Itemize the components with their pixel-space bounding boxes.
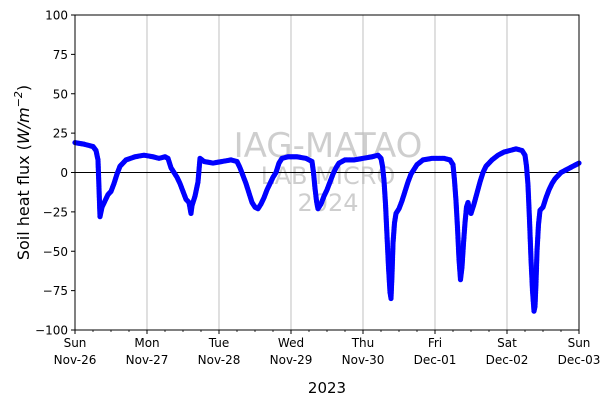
x-axis-ticks: Sun Nov-26 Mon Nov-27 Tue Nov-28 Wed Nov-29 Thu N… — [54, 330, 601, 367]
y-tick-label: 50 — [53, 87, 68, 101]
x-tick-day: Thu — [351, 336, 375, 350]
y-tick-label: −100 — [35, 324, 68, 338]
y-tick-label: 25 — [53, 127, 68, 141]
x-tick-label: Nov-30 — [342, 353, 385, 367]
y-tick-label: 75 — [53, 48, 68, 62]
x-tick-label: Nov-27 — [126, 353, 169, 367]
y-tick-label: 100 — [45, 9, 68, 23]
x-tick-label: Dec-01 — [414, 353, 457, 367]
x-tick-day: Wed — [278, 336, 304, 350]
y-axis-label-unit: W/m — [14, 107, 33, 144]
x-tick-label: Dec-02 — [486, 353, 529, 367]
x-tick-day: Tue — [208, 336, 230, 350]
y-tick-label: 0 — [60, 166, 68, 180]
data-points — [72, 139, 582, 314]
y-axis-label-exp: −2 — [12, 91, 25, 107]
x-tick-day: Fri — [428, 336, 442, 350]
x-tick-label: Nov-29 — [270, 353, 313, 367]
x-tick-day: Sat — [497, 336, 517, 350]
x-tick-label: Nov-26 — [54, 353, 97, 367]
y-tick-label: −25 — [43, 205, 68, 219]
x-tick-label: Nov-28 — [198, 353, 241, 367]
x-tick-day: Sun — [568, 336, 591, 350]
y-axis-ticks: −100 −75 −50 −25 0 25 50 75 100 — [35, 9, 75, 338]
y-tick-label: −75 — [43, 284, 68, 298]
y-axis-label: Soil heat flux (W/m−2) — [12, 85, 33, 260]
y-tick-label: −50 — [43, 245, 68, 259]
y-axis-label-prefix: Soil heat flux ( — [14, 144, 33, 260]
watermark-line: IAG-MATAO — [234, 126, 423, 166]
y-axis-label-suffix: ) — [14, 85, 33, 91]
x-axis-label: 2023 — [308, 379, 346, 397]
x-tick-day: Sun — [64, 336, 87, 350]
x-tick-day: Mon — [134, 336, 159, 350]
x-tick-label: Dec-03 — [558, 353, 601, 367]
